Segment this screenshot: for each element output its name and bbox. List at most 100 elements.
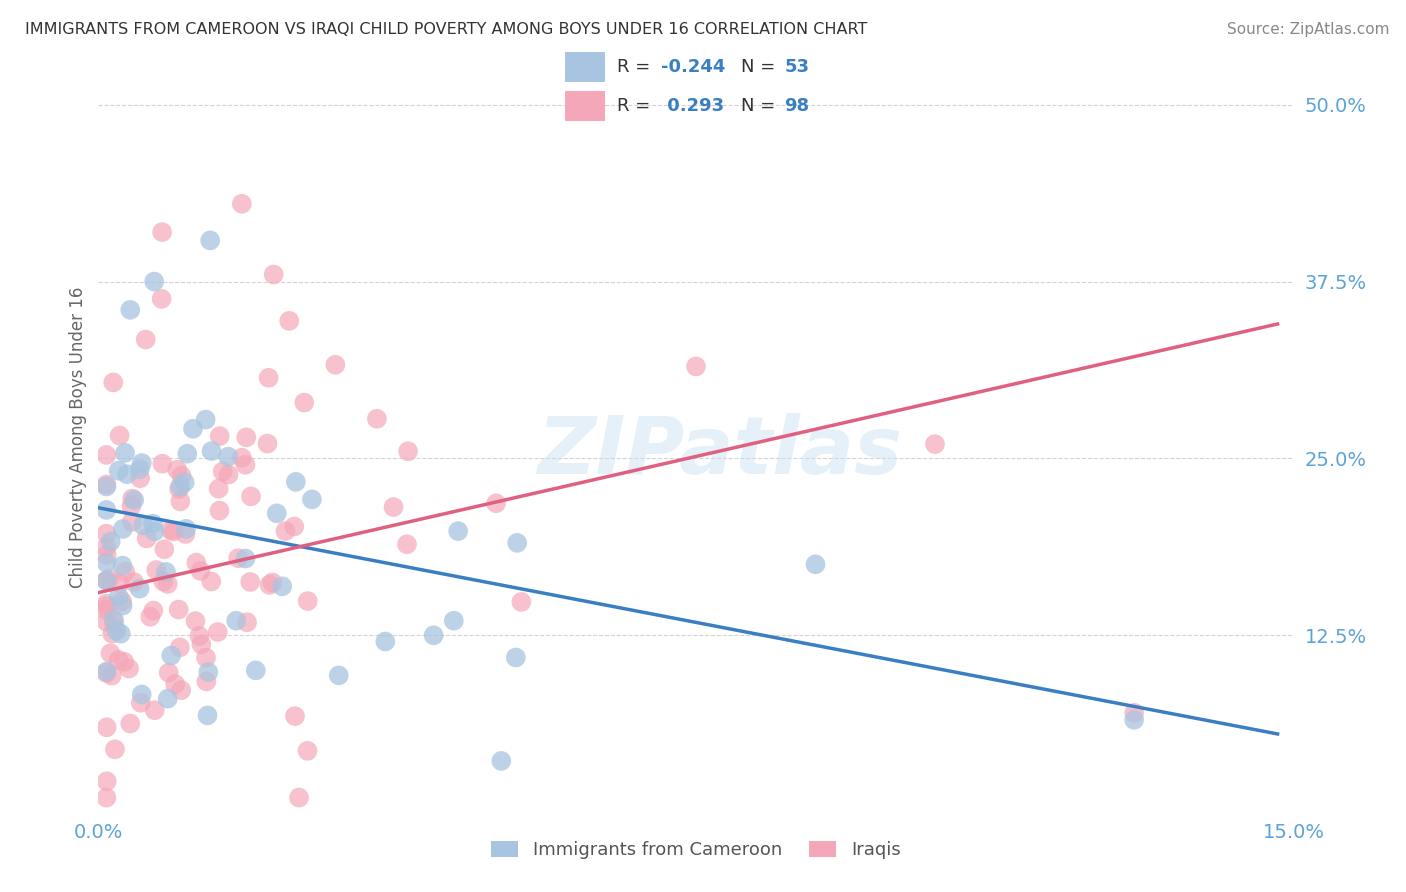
Point — [217, 450, 239, 464]
Y-axis label: Child Poverty Among Boys Under 16: Child Poverty Among Boys Under 16 — [69, 286, 87, 588]
Point — [235, 458, 257, 472]
FancyBboxPatch shape — [565, 91, 605, 120]
Point — [186, 556, 208, 570]
Point — [685, 359, 707, 374]
Point — [104, 742, 127, 756]
Point — [96, 540, 118, 554]
Point — [118, 662, 141, 676]
Text: 53: 53 — [785, 58, 810, 76]
Point — [135, 333, 157, 347]
Point — [197, 708, 219, 723]
Point — [111, 599, 134, 613]
Point — [207, 625, 229, 640]
Point — [96, 603, 118, 617]
Point — [197, 665, 219, 679]
Point — [96, 597, 118, 611]
Point — [96, 774, 118, 789]
Text: 0.293: 0.293 — [661, 96, 724, 114]
Point — [226, 551, 249, 566]
Point — [262, 575, 284, 590]
Point — [235, 551, 257, 566]
Point — [96, 574, 118, 588]
Point — [284, 709, 307, 723]
Point — [259, 578, 281, 592]
Point — [422, 628, 444, 642]
Point — [121, 499, 143, 513]
Point — [114, 446, 136, 460]
Point — [153, 542, 176, 557]
Point — [132, 518, 155, 533]
Point — [166, 463, 188, 477]
Point — [257, 371, 280, 385]
Point — [111, 558, 134, 573]
Point — [129, 471, 152, 485]
Point — [155, 565, 177, 579]
Point — [103, 615, 125, 630]
Point — [235, 430, 257, 444]
Point — [181, 422, 204, 436]
Point — [96, 526, 118, 541]
Point — [382, 500, 405, 515]
Point — [231, 450, 253, 465]
Point — [107, 653, 129, 667]
Point — [96, 548, 118, 562]
Point — [163, 524, 186, 539]
Point — [105, 624, 128, 638]
Point — [174, 527, 197, 541]
Point — [107, 590, 129, 604]
Point — [131, 456, 153, 470]
Point — [128, 462, 150, 476]
Point — [96, 720, 118, 734]
Point — [374, 634, 396, 648]
Point — [1123, 706, 1146, 720]
Point — [274, 524, 297, 538]
Point — [245, 664, 267, 678]
Point — [111, 522, 134, 536]
Point — [98, 572, 121, 586]
Text: N =: N = — [741, 58, 780, 76]
Point — [159, 523, 181, 537]
Point — [176, 447, 198, 461]
Point — [195, 650, 218, 665]
Text: N =: N = — [741, 96, 780, 114]
Point — [218, 467, 240, 482]
Point — [128, 582, 150, 596]
Point — [443, 614, 465, 628]
Point — [208, 429, 231, 443]
Point — [211, 465, 233, 479]
Point — [169, 479, 191, 493]
Text: IMMIGRANTS FROM CAMEROON VS IRAQI CHILD POVERTY AMONG BOYS UNDER 16 CORRELATION : IMMIGRANTS FROM CAMEROON VS IRAQI CHILD … — [25, 22, 868, 37]
Point — [1123, 713, 1146, 727]
Point — [924, 437, 946, 451]
Point — [96, 665, 118, 679]
Point — [143, 275, 166, 289]
Point — [194, 412, 217, 426]
Text: R =: R = — [617, 58, 657, 76]
Point — [121, 491, 143, 506]
Point — [96, 615, 118, 629]
Point — [100, 534, 122, 549]
Point — [150, 457, 173, 471]
Point — [142, 516, 165, 531]
Point — [491, 754, 513, 768]
Point — [170, 468, 193, 483]
Point — [225, 614, 247, 628]
Text: R =: R = — [617, 96, 657, 114]
Point — [157, 665, 180, 680]
Point — [328, 668, 350, 682]
Point — [325, 358, 347, 372]
Point — [284, 475, 307, 489]
Point — [150, 292, 173, 306]
Point — [169, 640, 191, 655]
Point — [156, 577, 179, 591]
Point — [142, 603, 165, 617]
Point — [195, 674, 218, 689]
Point — [101, 668, 124, 682]
Point — [121, 515, 143, 529]
Point — [114, 565, 136, 579]
Text: Source: ZipAtlas.com: Source: ZipAtlas.com — [1226, 22, 1389, 37]
Point — [167, 482, 190, 496]
Point — [101, 626, 124, 640]
Point — [96, 665, 118, 680]
Point — [236, 615, 259, 630]
